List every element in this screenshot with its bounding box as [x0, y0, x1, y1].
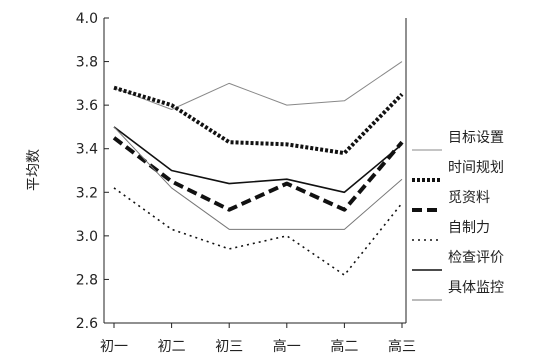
y-tick-label: 4.0 [76, 11, 98, 27]
y-tick-label: 3.0 [76, 229, 98, 245]
series-line-1 [113, 61, 403, 110]
series-line-4 [113, 187, 403, 276]
x-tick-label: 初二 [158, 338, 186, 355]
legend-label-6: 具体监控 [448, 280, 504, 296]
y-tick-label: 2.6 [76, 316, 98, 332]
x-tick-label: 高三 [388, 338, 416, 355]
x-tick-label: 初三 [215, 338, 243, 355]
y-tick-label: 2.8 [76, 272, 98, 288]
series-line-5 [113, 126, 403, 194]
x-tick-label: 高二 [330, 338, 358, 355]
legend-label-3: 觅资料 [448, 190, 490, 206]
y-tick-label: 3.2 [76, 185, 98, 201]
series-line-2 [113, 85, 404, 156]
y-axis-title: 平均数 [26, 149, 42, 191]
x-tick-label: 高一 [273, 338, 301, 355]
y-tick-label: 3.6 [76, 98, 98, 114]
legend-label-4: 自制力 [448, 220, 490, 236]
y-tick-label: 3.8 [76, 55, 98, 71]
x-tick-label: 初一 [100, 338, 128, 355]
y-ticks: 2.6 2.8 3.0 3.2 3.4 3.6 3.8 4.0 [76, 11, 109, 332]
series-line-6 [113, 126, 403, 230]
series-layer [112, 61, 404, 276]
x-ticks: 初一 初二 初三 高一 高二 高三 [100, 323, 416, 355]
legend-label-5: 检查评价 [448, 250, 504, 266]
legend-label-2: 时间规划 [448, 160, 504, 176]
legend-label-1: 目标设置 [448, 130, 504, 146]
y-tick-label: 3.4 [76, 142, 98, 158]
series-line-3 [112, 136, 404, 212]
